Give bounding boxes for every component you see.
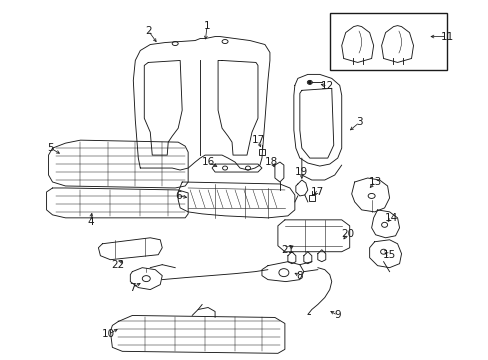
Text: 19: 19 xyxy=(295,167,308,177)
Text: 17: 17 xyxy=(251,135,264,145)
Text: 21: 21 xyxy=(281,245,294,255)
Text: 3: 3 xyxy=(356,117,362,127)
Text: 12: 12 xyxy=(321,81,334,91)
Text: 11: 11 xyxy=(440,32,453,41)
Text: 6: 6 xyxy=(175,191,181,201)
Bar xyxy=(259,149,264,155)
Bar xyxy=(329,13,447,71)
Text: 17: 17 xyxy=(310,187,324,197)
Text: 4: 4 xyxy=(87,217,94,227)
Text: 16: 16 xyxy=(201,157,214,167)
Text: 1: 1 xyxy=(203,21,210,31)
Text: 13: 13 xyxy=(368,177,382,187)
Text: 14: 14 xyxy=(384,213,397,223)
Circle shape xyxy=(307,80,311,84)
Text: 10: 10 xyxy=(102,329,115,339)
Text: 9: 9 xyxy=(334,310,340,320)
Text: 22: 22 xyxy=(111,260,125,270)
Text: 15: 15 xyxy=(382,250,395,260)
Text: 8: 8 xyxy=(296,271,303,281)
Text: 2: 2 xyxy=(144,26,151,36)
Text: 20: 20 xyxy=(341,229,353,239)
Bar xyxy=(308,195,314,201)
Text: 5: 5 xyxy=(47,143,54,153)
Text: 7: 7 xyxy=(129,283,135,293)
Text: 18: 18 xyxy=(265,157,278,167)
